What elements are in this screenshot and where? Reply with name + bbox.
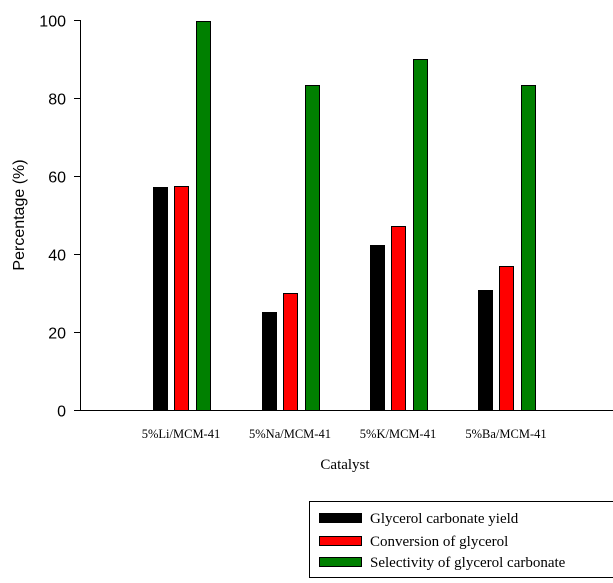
bar-conversion xyxy=(391,226,406,411)
y-axis-title: Percentage (%) xyxy=(11,159,28,270)
y-ticks: 0 20 40 60 80 100 xyxy=(39,14,81,421)
bar-selectivity xyxy=(413,59,428,411)
bar-selectivity xyxy=(521,85,536,411)
x-axis-title: Catalyst xyxy=(320,457,370,473)
bar-yield xyxy=(153,187,168,411)
y-tick-label: 100 xyxy=(39,14,66,31)
axes xyxy=(80,20,613,411)
bar-yield xyxy=(370,245,385,411)
bar-selectivity xyxy=(196,21,211,411)
y-tick-label: 60 xyxy=(48,170,66,187)
bars xyxy=(153,21,536,411)
x-ticks: 5%Li/MCM-41 5%Na/MCM-41 5%K/MCM-41 5%Ba/MCM… xyxy=(142,427,547,441)
y-tick-label: 0 xyxy=(57,404,66,421)
legend-swatch-conversion xyxy=(319,536,362,546)
bar-yield xyxy=(478,290,493,411)
bar-selectivity xyxy=(305,85,320,411)
x-tick-label: 5%Ba/MCM-41 xyxy=(465,427,546,441)
legend-label-conversion: Conversion of glycerol xyxy=(370,534,508,550)
bar-yield xyxy=(262,312,277,411)
legend-swatch-yield xyxy=(319,513,362,523)
legend-label-selectivity: Selectivity of glycerol carbonate xyxy=(370,555,566,571)
x-tick-label: 5%Li/MCM-41 xyxy=(142,427,220,441)
y-tick-label: 80 xyxy=(48,92,66,109)
x-tick-label: 5%Na/MCM-41 xyxy=(249,427,331,441)
legend-label-yield: Glycerol carbonate yield xyxy=(370,511,519,527)
legend-swatch-selectivity xyxy=(319,557,362,567)
legend: Glycerol carbonate yield Conversion of g… xyxy=(309,501,613,578)
y-tick-label: 20 xyxy=(48,326,66,343)
bar-conversion xyxy=(499,266,514,411)
x-tick-label: 5%K/MCM-41 xyxy=(360,427,436,441)
y-tick-label: 40 xyxy=(48,248,66,265)
bar-conversion xyxy=(174,186,189,411)
bar-conversion xyxy=(283,293,298,411)
